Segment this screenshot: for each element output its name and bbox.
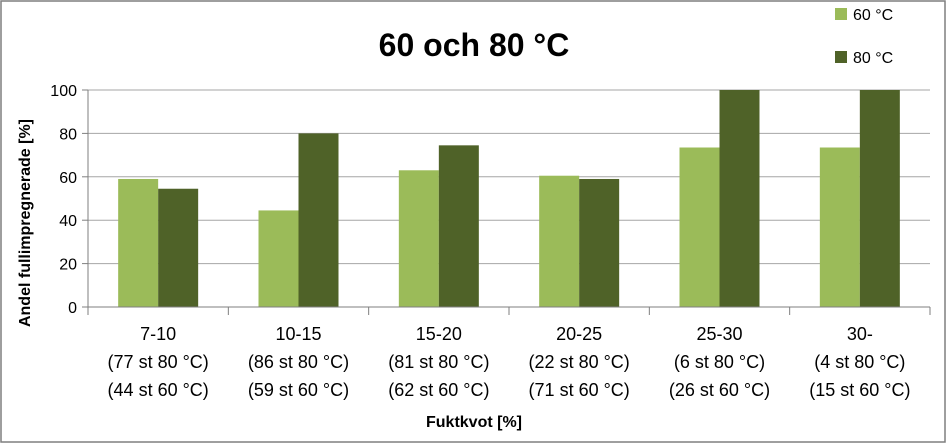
- bar-series-2: [158, 188, 199, 307]
- x-category-label: (86 st 80 °C): [248, 352, 349, 372]
- y-tick-label: 100: [50, 83, 77, 100]
- y-tick-label: 0: [68, 300, 77, 317]
- y-tick-label: 20: [59, 257, 77, 274]
- y-tick-label: 40: [59, 213, 77, 230]
- y-tick-label: 60: [59, 170, 77, 187]
- bar-series-1: [679, 147, 720, 307]
- x-category-label: 20-25: [556, 324, 602, 344]
- x-category-labels: 7-10 (77 st 80 °C) (44 st 60 °C) 10-15 (86 s…: [108, 324, 911, 400]
- y-axis-label: Andel fullimpregnerade [%]: [17, 119, 34, 327]
- legend: 60 °C 80 °C: [835, 7, 893, 67]
- y-tick-label: 80: [59, 126, 77, 143]
- x-category-label: (77 st 80 °C): [108, 352, 209, 372]
- x-category-label: (22 st 80 °C): [529, 352, 630, 372]
- y-tick-labels: 0 20 40 60 80 100: [50, 83, 77, 317]
- bar-series-1: [539, 175, 580, 307]
- x-category-label: (62 st 60 °C): [388, 380, 489, 400]
- bar-series-2: [719, 90, 760, 307]
- chart-title: 60 och 80 °C: [379, 27, 570, 63]
- legend-entry-label: 60 °C: [853, 7, 893, 24]
- x-axis-label: Fuktkvot [%]: [426, 414, 522, 431]
- x-category-label: (26 st 60 °C): [669, 380, 770, 400]
- legend-entry-label: 80 °C: [853, 50, 893, 67]
- legend-swatch: [835, 51, 847, 63]
- axes: [87, 90, 931, 315]
- bar-series-1: [398, 170, 439, 307]
- bar-series-2: [859, 90, 900, 307]
- x-category-label: 10-15: [275, 324, 321, 344]
- bars: [118, 90, 900, 307]
- x-category-label: (4 st 80 °C): [814, 352, 905, 372]
- x-category-label: (44 st 60 °C): [108, 380, 209, 400]
- bar-series-2: [298, 133, 339, 307]
- x-category-label: (15 st 60 °C): [809, 380, 910, 400]
- bar-series-1: [118, 178, 159, 307]
- bar-series-1: [258, 210, 299, 307]
- x-category-label: 30-: [847, 324, 873, 344]
- x-category-label: 25-30: [696, 324, 742, 344]
- bar-series-2: [579, 178, 620, 307]
- x-category-label: (81 st 80 °C): [388, 352, 489, 372]
- bar-series-1: [819, 147, 860, 307]
- x-category-label: (6 st 80 °C): [674, 352, 765, 372]
- x-category-label: 15-20: [416, 324, 462, 344]
- legend-swatch: [835, 8, 847, 20]
- x-category-label: (59 st 60 °C): [248, 380, 349, 400]
- x-category-label: 7-10: [140, 324, 176, 344]
- x-category-label: (71 st 60 °C): [529, 380, 630, 400]
- bar-series-2: [438, 145, 479, 307]
